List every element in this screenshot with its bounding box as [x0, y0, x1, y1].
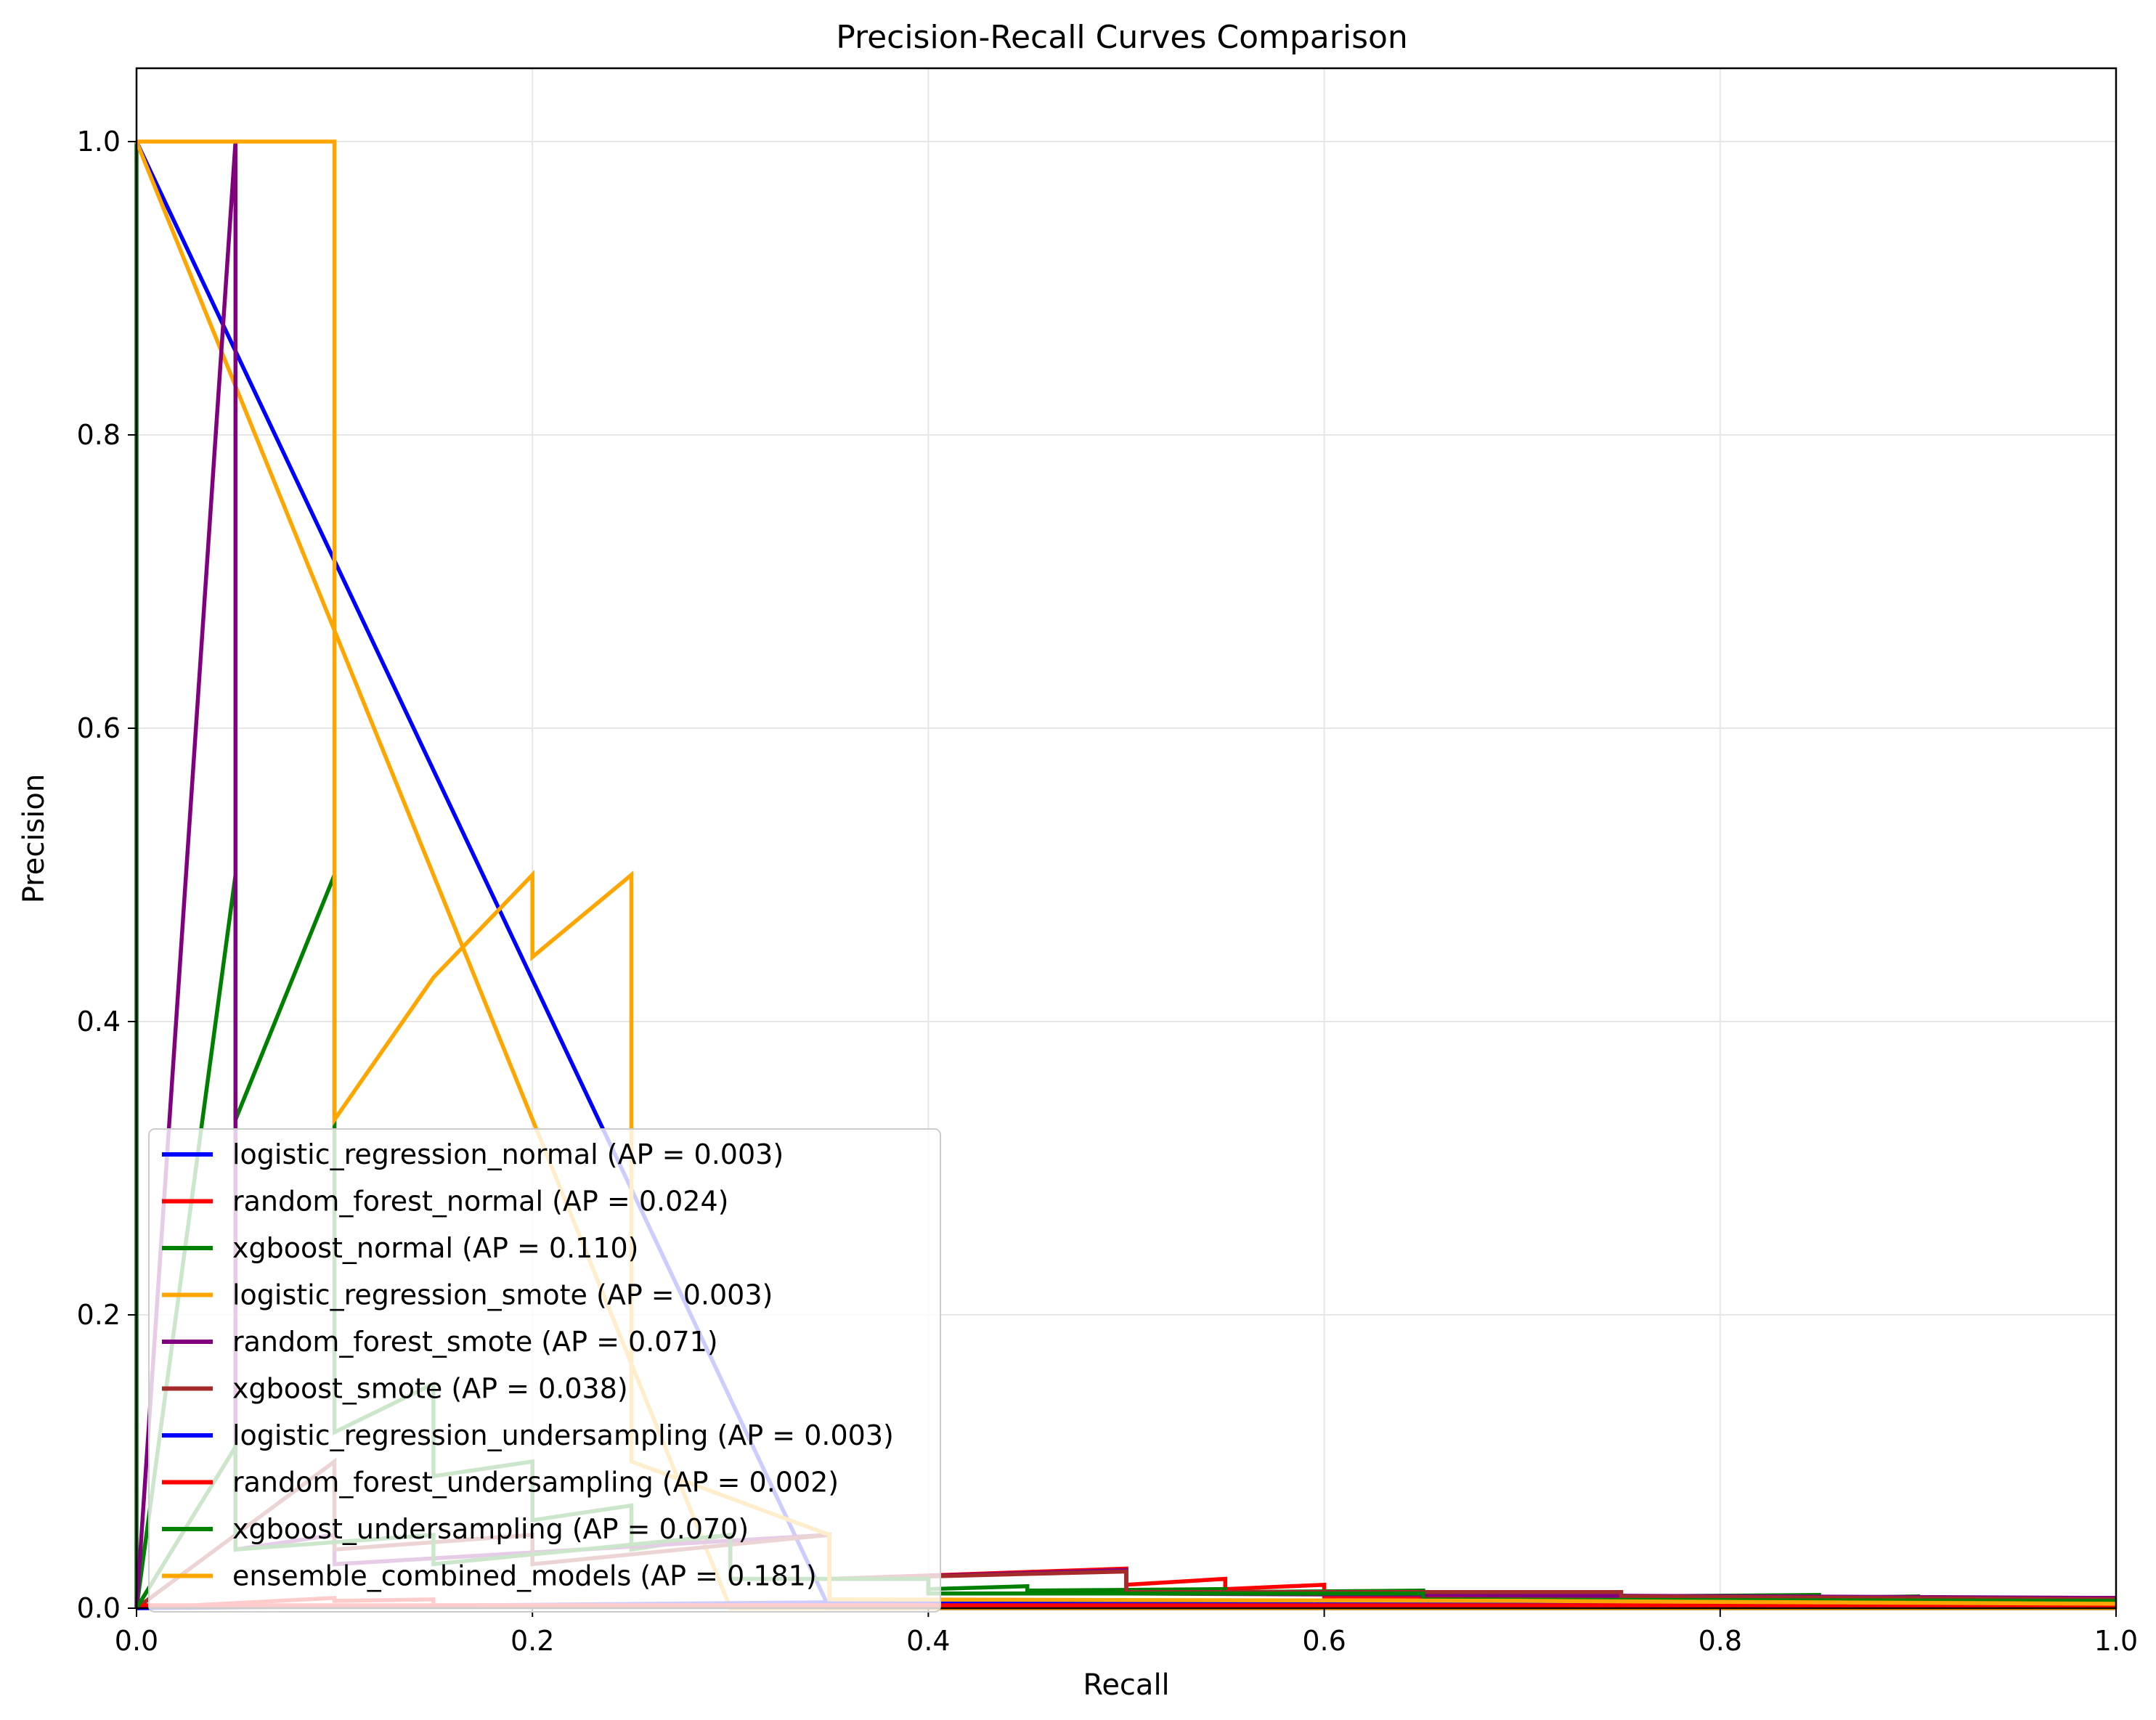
x-tick-label: 1.0 — [2094, 1625, 2138, 1657]
x-tick-label: 0.8 — [1699, 1625, 1742, 1657]
legend: logistic_regression_normal (AP = 0.003) r… — [148, 1128, 941, 1613]
legend-label: random_forest_normal (AP = 0.024) — [232, 1186, 728, 1218]
legend-label: logistic_regression_smote (AP = 0.003) — [232, 1279, 773, 1311]
x-axis-label: Recall — [1083, 1668, 1169, 1702]
x-tick-label: 0.2 — [510, 1625, 554, 1657]
series-line-9 — [137, 139, 2117, 1606]
legend-label: random_forest_undersampling (AP = 0.002) — [232, 1467, 839, 1499]
y-tick-label: 0.0 — [77, 1592, 121, 1624]
x-tick-label: 0.6 — [1302, 1625, 1346, 1657]
y-axis-label: Precision — [17, 774, 51, 903]
legend-label: xgboost_normal (AP = 0.110) — [232, 1232, 639, 1264]
axis-ticks: 0.0 0.2 0.4 0.6 0.8 1.0 0.0 0.2 0.4 0.6 0.8 1.0 — [77, 126, 2139, 1657]
y-tick-label: 0.4 — [77, 1006, 121, 1038]
legend-label: random_forest_smote (AP = 0.071) — [232, 1326, 718, 1358]
legend-label: xgboost_smote (AP = 0.038) — [232, 1373, 628, 1405]
legend-label: ensemble_combined_models (AP = 0.181) — [232, 1560, 817, 1592]
x-tick-label: 0.0 — [115, 1625, 158, 1657]
plot-frame — [135, 67, 2118, 1610]
y-tick-label: 0.8 — [77, 419, 121, 451]
y-tick-label: 1.0 — [77, 126, 121, 158]
chart-title: Precision-Recall Curves Comparison — [836, 19, 1408, 56]
legend-box — [148, 1128, 941, 1613]
legend-label: logistic_regression_normal (AP = 0.003) — [232, 1138, 784, 1170]
x-tick-label: 0.4 — [906, 1625, 950, 1657]
legend-label: xgboost_undersampling (AP = 0.070) — [232, 1513, 749, 1545]
y-tick-label: 0.2 — [77, 1299, 121, 1331]
legend-label: logistic_regression_undersampling (AP = … — [232, 1419, 894, 1451]
y-tick-label: 0.6 — [77, 712, 121, 744]
